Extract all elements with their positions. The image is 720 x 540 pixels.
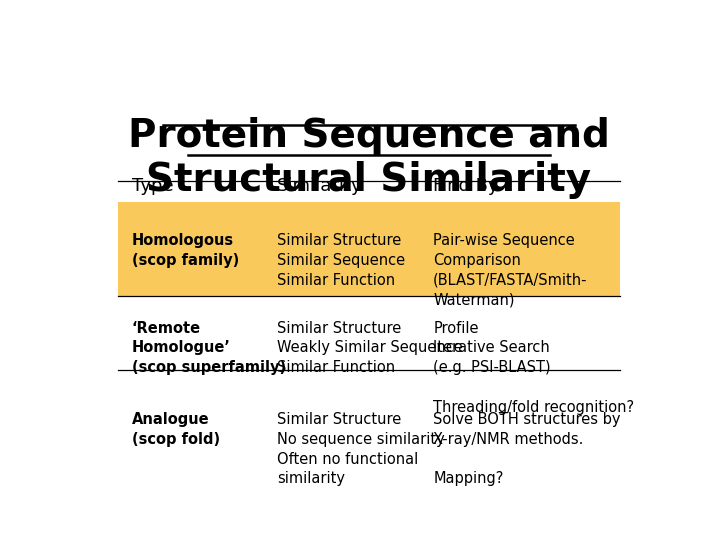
Text: Find By: Find By: [433, 177, 499, 195]
Text: Pair-wise Sequence
Comparison
(BLAST/FASTA/Smith-
Waterman): Pair-wise Sequence Comparison (BLAST/FAS…: [433, 233, 588, 308]
FancyBboxPatch shape: [118, 202, 620, 295]
Text: Similar Structure
No sequence similarity
Often no functional
similarity: Similar Structure No sequence similarity…: [277, 412, 445, 487]
Text: Analogue
(scop fold): Analogue (scop fold): [132, 412, 220, 447]
Text: Similarity: Similarity: [277, 177, 363, 195]
Text: Profile
Iterative Search
(e.g. PSI-BLAST)

Threading/fold recognition?: Profile Iterative Search (e.g. PSI-BLAST…: [433, 321, 634, 415]
Text: Solve BOTH structures by
X-ray/NMR methods.

Mapping?: Solve BOTH structures by X-ray/NMR metho…: [433, 412, 621, 487]
Text: ‘Remote
Homologue’
(scop superfamily): ‘Remote Homologue’ (scop superfamily): [132, 321, 286, 375]
Text: Protein Sequence and
Structural Similarity: Protein Sequence and Structural Similari…: [128, 117, 610, 199]
Text: Homologous
(scop family): Homologous (scop family): [132, 233, 239, 268]
Text: Similar Structure
Weakly Similar Sequence
Similar Function: Similar Structure Weakly Similar Sequenc…: [277, 321, 463, 375]
Text: Type: Type: [132, 177, 174, 195]
Text: Similar Structure
Similar Sequence
Similar Function: Similar Structure Similar Sequence Simil…: [277, 233, 405, 288]
